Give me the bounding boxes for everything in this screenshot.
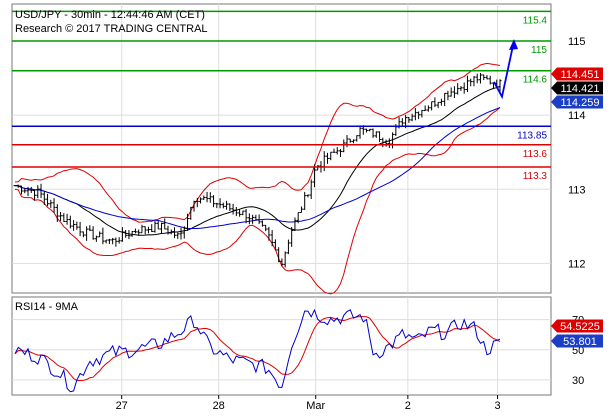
level-label-4: 113.6: [523, 149, 548, 160]
chart-title: USD/JPY - 30min - 12:44:46 AM (CET): [15, 9, 205, 21]
rsi-badge-ma-text: 54.5225: [560, 321, 600, 333]
price-badge-last-text: 114.421: [561, 83, 600, 95]
level-label-2: 114.6: [523, 75, 548, 86]
rsi-panel-frame: [11, 296, 552, 396]
support-resistance-levels: 115.4 115 114.6 113.85 113.6 113.3: [12, 10, 551, 182]
upper-band: [14, 62, 501, 223]
rsi-badge-ma-box: [551, 319, 603, 333]
rsi-line: [14, 308, 501, 393]
lower-band: [14, 106, 501, 295]
x-axis-labels: 27 28 Mar 2 3: [116, 395, 501, 412]
x-tick-label: 3: [495, 400, 501, 412]
x-tick-label: 2: [405, 400, 411, 412]
price-y-tick: 114: [568, 110, 586, 122]
rsi-badge-value-box: [551, 334, 603, 348]
forecast-arrowhead: [509, 39, 518, 51]
ma-fast-line: [14, 85, 501, 236]
price-panel-frame: [11, 3, 552, 294]
price-y-tick: 115: [568, 36, 586, 48]
forecast-arrow: [493, 39, 518, 100]
price-y-tick: 113: [568, 184, 586, 196]
rsi-lines: [14, 308, 501, 393]
level-label-3: 113.85: [517, 130, 547, 141]
rsi-title: RSI14 - 9MA: [15, 301, 79, 313]
rsi-y-tick: 50: [572, 345, 584, 357]
forecast-path: [493, 40, 515, 100]
moving-average-lines: [14, 85, 501, 236]
rsi-y-tick: 30: [572, 375, 584, 387]
chart-subtitle: Research © 2017 TRADING CENTRAL: [15, 23, 208, 35]
ma-slow-line: [14, 107, 501, 229]
x-tick-label: 28: [213, 400, 225, 412]
level-label-1: 115: [531, 45, 547, 56]
price-badge-high-box: [551, 67, 603, 81]
price-y-tick: 112: [568, 258, 586, 270]
price-badge-low-text: 114.259: [561, 97, 600, 109]
rsi-badge-value-text: 53.801: [563, 336, 597, 348]
price-badges: 114.451 114.421 114.259 54.5225 53.801: [551, 67, 603, 348]
price-badge-high-text: 114.451: [561, 69, 600, 81]
level-label-0: 115.4: [523, 15, 548, 26]
rsi-badge-value: 53.801: [551, 334, 603, 348]
rsi-ma-line: [14, 316, 501, 381]
level-label-5: 113.3: [523, 171, 548, 182]
rsi-badge-ma: 54.5225: [551, 319, 603, 333]
x-tick-label: 27: [116, 400, 128, 412]
price-badge-low: 114.259: [551, 95, 603, 109]
price-badge-last-box: [551, 81, 603, 95]
bollinger-bands: [14, 62, 501, 295]
price-badge-low-box: [551, 95, 603, 109]
price-badge-last: 114.421: [551, 81, 603, 95]
x-tick-label: Mar: [306, 400, 325, 412]
price-bars: [13, 72, 502, 268]
price-badge-high: 114.451: [551, 67, 603, 81]
y-axis-labels: 115114113112705030: [568, 36, 586, 387]
